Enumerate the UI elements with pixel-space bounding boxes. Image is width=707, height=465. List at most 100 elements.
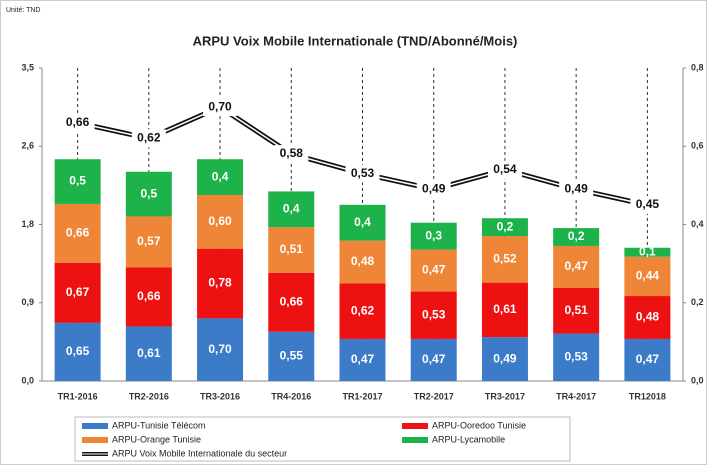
legend-label: ARPU-Orange Tunisie [112,434,201,444]
data-label: 0,2 [568,229,585,243]
legend-label: ARPU-Lycamobile [432,434,505,444]
data-label: 0,53 [422,307,446,321]
bar-segment [268,227,315,273]
label-bg [416,180,451,199]
bar-segment [125,171,172,217]
bar-segment [268,272,315,332]
x-tick-label: TR1-2016 [58,391,98,401]
data-label: 0,62 [351,303,375,317]
bar-segment [339,338,386,381]
x-tick-label: TR1-2017 [342,391,382,401]
bar-segment [481,236,528,283]
legend-swatch [82,437,108,443]
data-label: 0,51 [564,303,588,317]
bar-segment [624,338,671,381]
bar-segment [553,333,600,381]
data-label: 0,60 [208,214,232,228]
data-label: 0,51 [280,242,304,256]
data-label: 0,4 [354,215,371,229]
x-tick-label: TR4-2016 [271,391,311,401]
legend-swatch [82,423,108,429]
bar-segment [197,248,244,319]
bar-segment [197,318,244,381]
bar-segment [197,159,244,195]
y-tick-label: 0,0 [21,375,34,385]
bar-segment [268,331,315,381]
data-label: 0,47 [351,352,375,366]
data-label: 0,48 [351,254,375,268]
x-tick-label: TR4-2017 [556,391,596,401]
data-label: 0,5 [69,174,86,188]
legend-label: ARPU-Tunisie Télécom [112,420,206,430]
bar-segment [624,296,671,339]
line-label: 0,58 [280,146,304,160]
data-label: 0,66 [137,289,161,303]
legend-swatch [402,437,428,443]
line-label: 0,53 [351,166,375,180]
data-label: 0,57 [137,234,161,248]
y2-tick-label: 0,0 [691,375,704,385]
data-label: 0,1 [639,244,656,258]
bar-segment [410,249,457,292]
bar-segment [481,282,528,338]
bar-segment [553,287,600,334]
legend-label: ARPU-Ooredoo Tunisie [432,420,526,430]
data-label: 0,47 [422,263,446,277]
y2-tick-label: 0,6 [691,141,704,151]
data-label: 0,52 [493,252,517,266]
line-label: 0,54 [493,162,517,176]
bar-segment [553,245,600,288]
data-label: 0,4 [212,169,229,183]
data-label: 0,3 [425,228,442,242]
bar-segment [268,191,315,228]
label-bg [203,98,238,117]
data-label: 0,49 [493,351,517,365]
x-tick-label: TR3-2016 [200,391,240,401]
y-tick-label: 0,9 [21,297,34,307]
bar-segment [624,256,671,297]
data-label: 0,44 [636,269,660,283]
data-label: 0,66 [280,294,304,308]
line-label: 0,66 [66,115,90,129]
bar-segment [197,194,244,249]
data-label: 0,5 [140,186,157,200]
y-tick-label: 1,8 [21,219,34,229]
y2-tick-label: 0,2 [691,297,704,307]
bar-segment [54,203,101,263]
x-tick-label: TR2-2016 [129,391,169,401]
label-bg [345,164,380,183]
legend-swatch [402,423,428,429]
legend-box [74,416,571,462]
data-label: 0,67 [66,285,90,299]
bar-segment [481,218,528,237]
line-label: 0,70 [208,99,232,113]
bar-segment [125,267,172,327]
label-bg [630,195,665,214]
line-label: 0,62 [137,131,161,145]
data-label: 0,4 [283,201,300,215]
data-label: 0,61 [493,302,517,316]
line-label: 0,49 [564,181,588,195]
data-label: 0,66 [66,226,90,240]
bar-segment [339,204,386,241]
x-tick-label: TR2-2017 [414,391,454,401]
bar-segment [553,228,600,246]
data-label: 0,47 [636,352,660,366]
data-label: 0,65 [66,344,90,358]
bar-segment [624,247,671,257]
data-label: 0,48 [636,310,660,324]
y2-tick-label: 0,8 [691,62,704,72]
legend-label: ARPU Voix Mobile Internationale du secte… [112,448,287,458]
chart-title: ARPU Voix Mobile Internationale (TND/Abo… [193,33,518,48]
label-bg [559,180,594,199]
label-bg [487,160,522,179]
bar-segment [339,240,386,284]
y-tick-label: 2,6 [21,141,34,151]
data-label: 0,2 [497,219,514,233]
data-label: 0,47 [564,259,588,273]
y-tick-label: 3,5 [21,62,34,72]
bar-segment [54,262,101,323]
unit-label: Unité: TND [6,7,41,14]
y2-tick-label: 0,4 [691,219,704,229]
